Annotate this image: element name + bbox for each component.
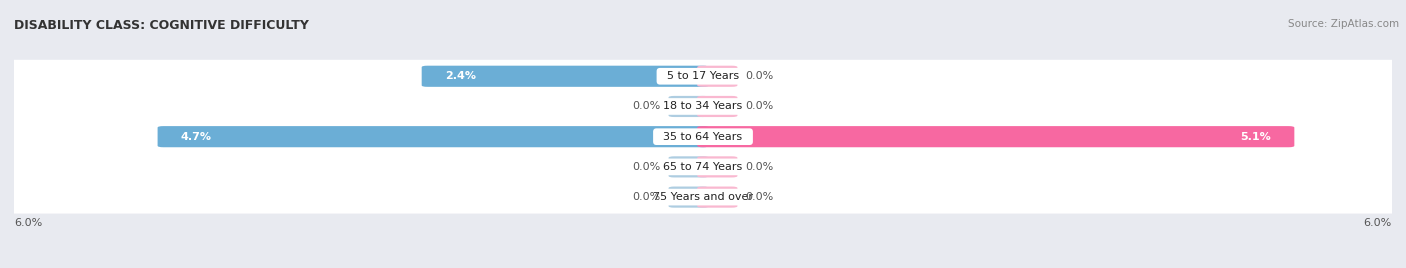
- FancyBboxPatch shape: [157, 126, 709, 147]
- Text: 5.1%: 5.1%: [1240, 132, 1271, 142]
- Text: 0.0%: 0.0%: [633, 162, 661, 172]
- FancyBboxPatch shape: [669, 96, 709, 117]
- Text: 6.0%: 6.0%: [14, 218, 42, 228]
- FancyBboxPatch shape: [697, 156, 738, 177]
- Text: DISABILITY CLASS: COGNITIVE DIFFICULTY: DISABILITY CLASS: COGNITIVE DIFFICULTY: [14, 19, 309, 32]
- FancyBboxPatch shape: [0, 90, 1406, 123]
- Text: 65 to 74 Years: 65 to 74 Years: [657, 162, 749, 172]
- Text: 5 to 17 Years: 5 to 17 Years: [659, 71, 747, 81]
- FancyBboxPatch shape: [422, 66, 709, 87]
- FancyBboxPatch shape: [697, 126, 1295, 147]
- FancyBboxPatch shape: [669, 187, 709, 208]
- Text: 0.0%: 0.0%: [745, 102, 773, 111]
- Text: Source: ZipAtlas.com: Source: ZipAtlas.com: [1288, 19, 1399, 29]
- Text: 6.0%: 6.0%: [1364, 218, 1392, 228]
- FancyBboxPatch shape: [0, 150, 1406, 183]
- Text: 0.0%: 0.0%: [633, 192, 661, 202]
- Text: 0.0%: 0.0%: [745, 71, 773, 81]
- Text: 4.7%: 4.7%: [180, 132, 211, 142]
- Text: 2.4%: 2.4%: [444, 71, 475, 81]
- Text: 35 to 64 Years: 35 to 64 Years: [657, 132, 749, 142]
- FancyBboxPatch shape: [697, 66, 738, 87]
- FancyBboxPatch shape: [669, 156, 709, 177]
- Text: 0.0%: 0.0%: [633, 102, 661, 111]
- FancyBboxPatch shape: [697, 187, 738, 208]
- FancyBboxPatch shape: [0, 120, 1406, 153]
- Text: 0.0%: 0.0%: [745, 162, 773, 172]
- Text: 75 Years and over: 75 Years and over: [645, 192, 761, 202]
- FancyBboxPatch shape: [697, 96, 738, 117]
- FancyBboxPatch shape: [0, 60, 1406, 93]
- FancyBboxPatch shape: [0, 181, 1406, 214]
- Text: 0.0%: 0.0%: [745, 192, 773, 202]
- Text: 18 to 34 Years: 18 to 34 Years: [657, 102, 749, 111]
